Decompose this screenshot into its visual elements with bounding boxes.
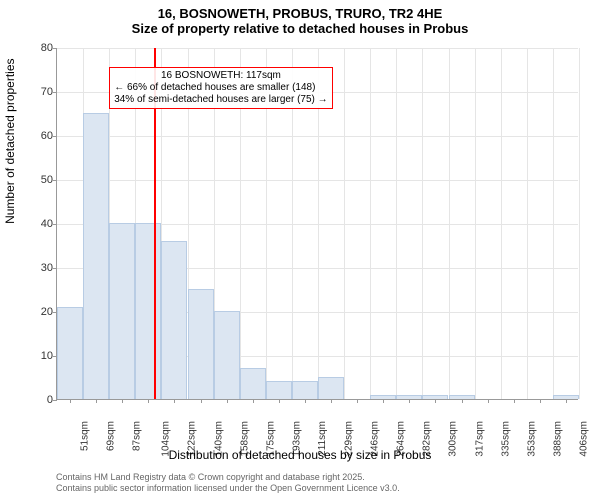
histogram-bar [266,381,292,399]
chart-area: 0102030405060708051sqm69sqm87sqm104sqm12… [56,48,578,400]
histogram-bar [109,223,135,399]
gridline-v [370,48,371,399]
title-line-1: 16, BOSNOWETH, PROBUS, TRURO, TR2 4HE [0,6,600,21]
x-tick-mark [514,399,515,403]
histogram-bar [240,368,266,399]
y-tick-mark [53,92,57,93]
x-tick-mark [435,399,436,403]
x-tick-mark [253,399,254,403]
y-tick-mark [53,48,57,49]
x-tick-mark [174,399,175,403]
x-tick-mark [201,399,202,403]
annotation-box: 16 BOSNOWETH: 117sqm← 66% of detached ho… [109,67,332,109]
plot-area: 0102030405060708051sqm69sqm87sqm104sqm12… [56,48,578,400]
histogram-bar [135,223,161,399]
title-line-2: Size of property relative to detached ho… [0,21,600,36]
title-area: 16, BOSNOWETH, PROBUS, TRURO, TR2 4HE Si… [0,0,600,38]
histogram-bar [292,381,318,399]
x-tick-mark [462,399,463,403]
annotation-line: ← 66% of detached houses are smaller (14… [114,82,327,94]
x-tick-mark [383,399,384,403]
x-tick-mark [70,399,71,403]
gridline-v [449,48,450,399]
y-tick-mark [53,136,57,137]
x-tick-label: 51sqm [80,421,91,451]
x-tick-mark [540,399,541,403]
y-tick-mark [53,180,57,181]
histogram-bar [161,241,187,399]
histogram-bar [188,289,214,399]
x-tick-mark [227,399,228,403]
x-tick-label: 69sqm [106,421,117,451]
footer-line-2: Contains public sector information licen… [56,483,400,494]
x-tick-mark [488,399,489,403]
x-tick-mark [305,399,306,403]
x-tick-mark [148,399,149,403]
x-tick-label: 87sqm [132,421,143,451]
annotation-line: 16 BOSNOWETH: 117sqm [114,70,327,82]
y-tick-mark [53,268,57,269]
x-tick-mark [96,399,97,403]
x-tick-mark [357,399,358,403]
x-axis-label: Distribution of detached houses by size … [0,448,600,462]
histogram-bar [318,377,344,399]
histogram-bar [83,113,109,399]
histogram-bar [214,311,240,399]
gridline-v [527,48,528,399]
gridline-v [553,48,554,399]
gridline-v [501,48,502,399]
gridline-v [422,48,423,399]
gridline-v [344,48,345,399]
x-tick-mark [279,399,280,403]
footer-line-1: Contains HM Land Registry data © Crown c… [56,472,400,483]
footer-attribution: Contains HM Land Registry data © Crown c… [56,472,400,494]
histogram-bar [57,307,83,399]
x-tick-mark [566,399,567,403]
y-tick-mark [53,400,57,401]
chart-container: 16, BOSNOWETH, PROBUS, TRURO, TR2 4HE Si… [0,0,600,500]
gridline-v [579,48,580,399]
gridline-v [475,48,476,399]
x-tick-mark [409,399,410,403]
annotation-line: 34% of semi-detached houses are larger (… [114,94,327,106]
y-axis-label: Number of detached properties [3,58,17,223]
x-tick-mark [331,399,332,403]
gridline-v [396,48,397,399]
x-tick-mark [122,399,123,403]
y-tick-mark [53,224,57,225]
